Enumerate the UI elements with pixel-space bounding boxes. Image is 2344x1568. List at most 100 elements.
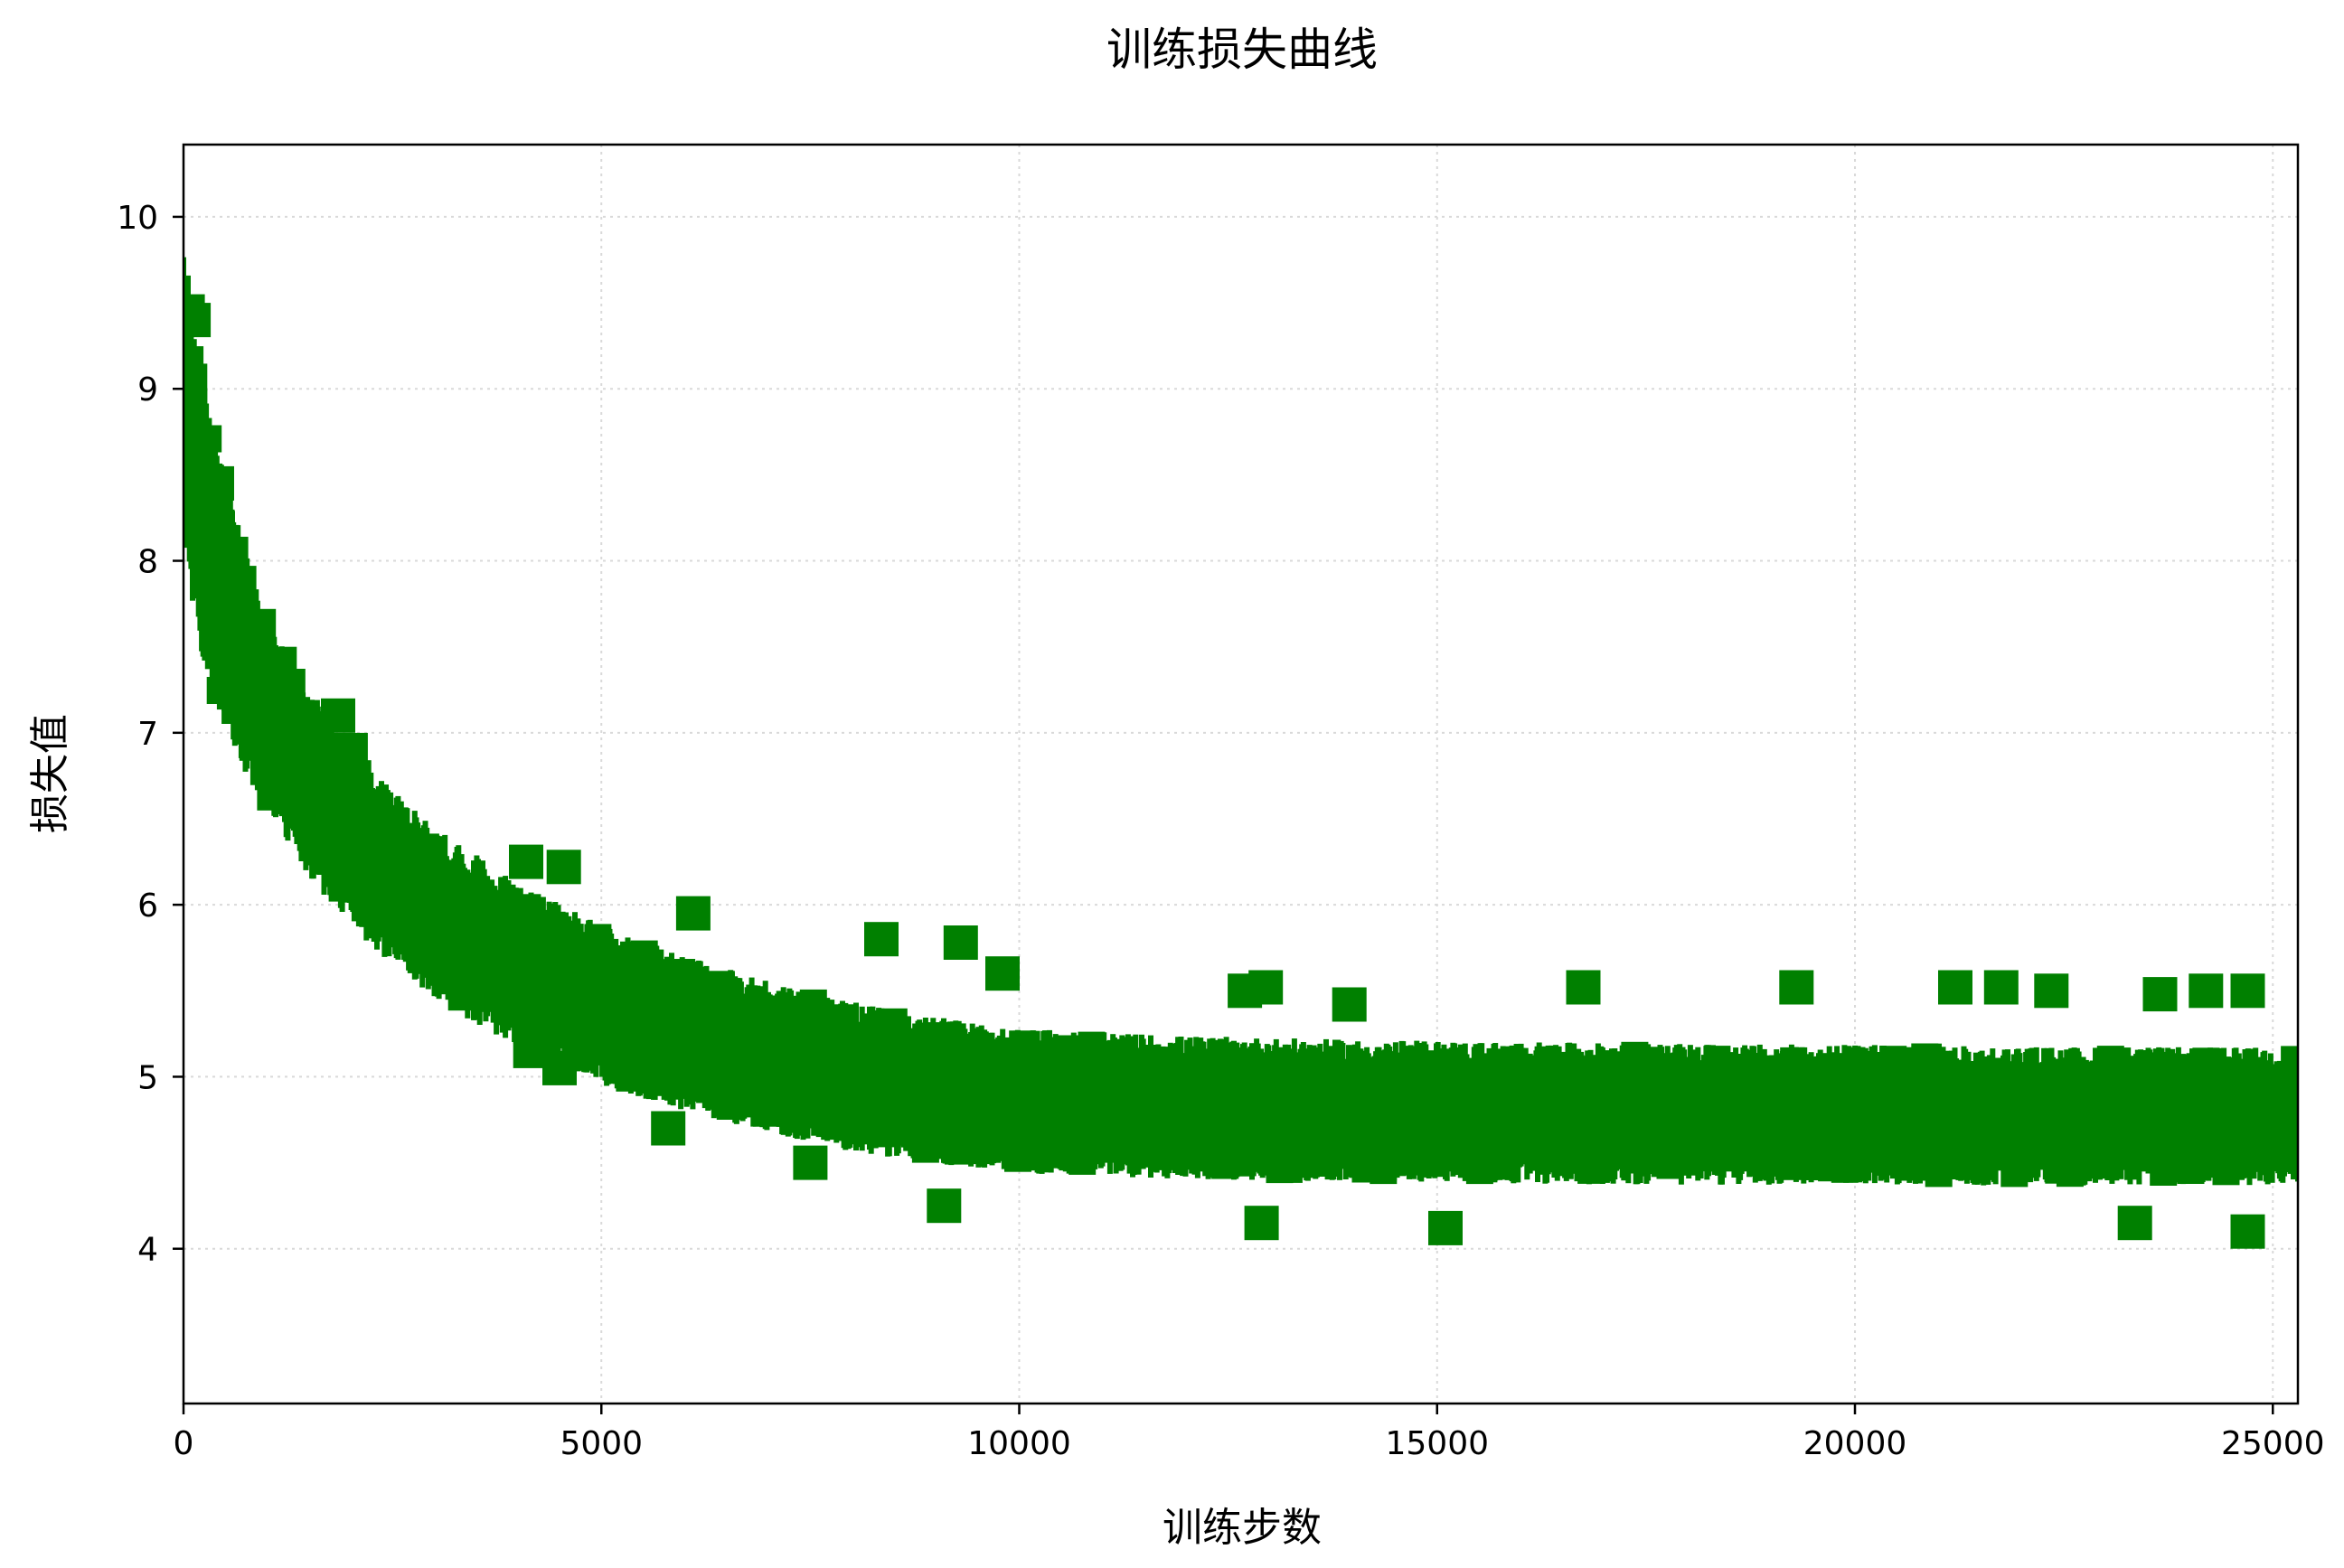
loss-point bbox=[1254, 1062, 1282, 1090]
x-tick-label: 0 bbox=[174, 1425, 194, 1462]
loss-point bbox=[1243, 1101, 1271, 1129]
loss-point bbox=[2000, 1160, 2029, 1188]
loss-point bbox=[448, 978, 475, 1006]
loss-point bbox=[1608, 1118, 1636, 1146]
loss-point bbox=[1009, 1030, 1037, 1058]
loss-point bbox=[985, 956, 1020, 991]
loss-point bbox=[1983, 970, 2019, 1005]
loss-point bbox=[2048, 1092, 2076, 1120]
loss-point bbox=[584, 924, 612, 952]
loss-point bbox=[1244, 1206, 1279, 1241]
loss-point bbox=[1778, 1136, 1806, 1164]
loss-point bbox=[297, 749, 325, 777]
loss-point bbox=[1248, 970, 1284, 1005]
loss-point bbox=[473, 920, 501, 948]
loss-point bbox=[1830, 1125, 1858, 1152]
loss-point bbox=[2230, 1214, 2265, 1249]
loss-point bbox=[1492, 1104, 1520, 1132]
loss-point bbox=[257, 783, 285, 811]
x-tick-label: 20000 bbox=[1803, 1425, 1907, 1462]
loss-point bbox=[1334, 1084, 1362, 1112]
x-tick-label: 5000 bbox=[560, 1425, 643, 1462]
loss-point bbox=[1426, 1050, 1454, 1078]
loss-point bbox=[221, 536, 249, 564]
loss-point bbox=[1197, 1059, 1225, 1087]
loss-point bbox=[229, 566, 257, 594]
loss-point bbox=[927, 1188, 962, 1224]
loss-point bbox=[1879, 1112, 1907, 1140]
loss-point bbox=[433, 889, 461, 917]
loss-point bbox=[262, 646, 297, 681]
loss-point bbox=[1739, 1058, 1767, 1086]
loss-point bbox=[2230, 973, 2265, 1009]
loss-point bbox=[1428, 1210, 1463, 1245]
loss-point bbox=[541, 912, 569, 940]
loss-point bbox=[895, 1090, 923, 1118]
loss-point bbox=[333, 732, 368, 767]
loss-point bbox=[815, 1110, 843, 1138]
axis-ticks: 0 5000 10000 15000 20000 25000 4 5 6 7 8 9 10 bbox=[117, 200, 2324, 1462]
loss-point bbox=[608, 987, 636, 1015]
loss-point bbox=[2029, 1116, 2057, 1144]
loss-point bbox=[1685, 1118, 1713, 1146]
y-tick-label: 5 bbox=[137, 1059, 158, 1096]
loss-point bbox=[2281, 1046, 2298, 1074]
loss-point bbox=[513, 894, 541, 922]
loss-point bbox=[752, 1099, 780, 1127]
loss-point bbox=[1831, 1155, 1859, 1183]
loss-point bbox=[1702, 1060, 1730, 1088]
loss-point bbox=[1836, 1094, 1864, 1121]
loss-point bbox=[1605, 1060, 1633, 1088]
loss-point bbox=[842, 1099, 870, 1127]
loss-point bbox=[818, 1085, 846, 1113]
loss-point bbox=[1889, 1088, 1917, 1116]
loss-point bbox=[1477, 1074, 1505, 1102]
loss-point bbox=[1640, 1130, 1668, 1158]
loss-point bbox=[1967, 1148, 1995, 1175]
loss-point bbox=[1054, 1055, 1082, 1083]
data-points bbox=[184, 257, 2298, 1249]
loss-point bbox=[1951, 1061, 1979, 1089]
loss-point bbox=[1062, 1144, 1090, 1172]
loss-point bbox=[546, 850, 581, 885]
loss-point bbox=[2117, 1206, 2152, 1241]
loss-point bbox=[927, 1045, 955, 1073]
loss-point bbox=[1211, 1151, 1239, 1179]
loss-point bbox=[829, 1004, 856, 1032]
loss-point bbox=[1925, 1136, 1953, 1164]
loss-point bbox=[191, 565, 219, 593]
loss-point bbox=[2039, 1062, 2067, 1090]
loss-point bbox=[723, 1003, 751, 1031]
loss-point bbox=[2150, 1159, 2178, 1186]
loss-point bbox=[513, 1033, 548, 1068]
loss-point bbox=[1806, 1153, 1833, 1180]
loss-point bbox=[2262, 1109, 2290, 1137]
loss-point bbox=[1411, 1122, 1439, 1150]
loss-point bbox=[1646, 1057, 1674, 1085]
loss-point bbox=[1312, 1150, 1340, 1177]
loss-point bbox=[1915, 1043, 1942, 1071]
loss-point bbox=[1776, 1057, 1804, 1085]
loss-point bbox=[200, 465, 234, 501]
loss-point bbox=[1358, 1112, 1386, 1140]
loss-point bbox=[799, 989, 827, 1017]
chart-title: 训练损失曲线 bbox=[1106, 23, 1378, 76]
loss-point bbox=[1395, 1066, 1422, 1094]
loss-point bbox=[673, 1028, 701, 1056]
loss-point bbox=[1725, 1103, 1753, 1131]
loss-point bbox=[1752, 1149, 1779, 1177]
loss-point bbox=[1566, 970, 1601, 1005]
y-tick-label: 4 bbox=[137, 1232, 158, 1269]
loss-point bbox=[367, 856, 395, 884]
loss-point bbox=[2189, 973, 2224, 1009]
loss-point bbox=[1464, 1105, 1492, 1132]
loss-point bbox=[2264, 1144, 2291, 1171]
loss-point bbox=[1947, 1096, 1975, 1124]
loss-point bbox=[1464, 1139, 1492, 1167]
loss-point bbox=[184, 363, 208, 391]
loss-point bbox=[1142, 1103, 1170, 1131]
loss-point bbox=[2106, 1140, 2134, 1167]
loss-point bbox=[420, 913, 448, 941]
loss-point bbox=[1879, 1046, 1907, 1074]
